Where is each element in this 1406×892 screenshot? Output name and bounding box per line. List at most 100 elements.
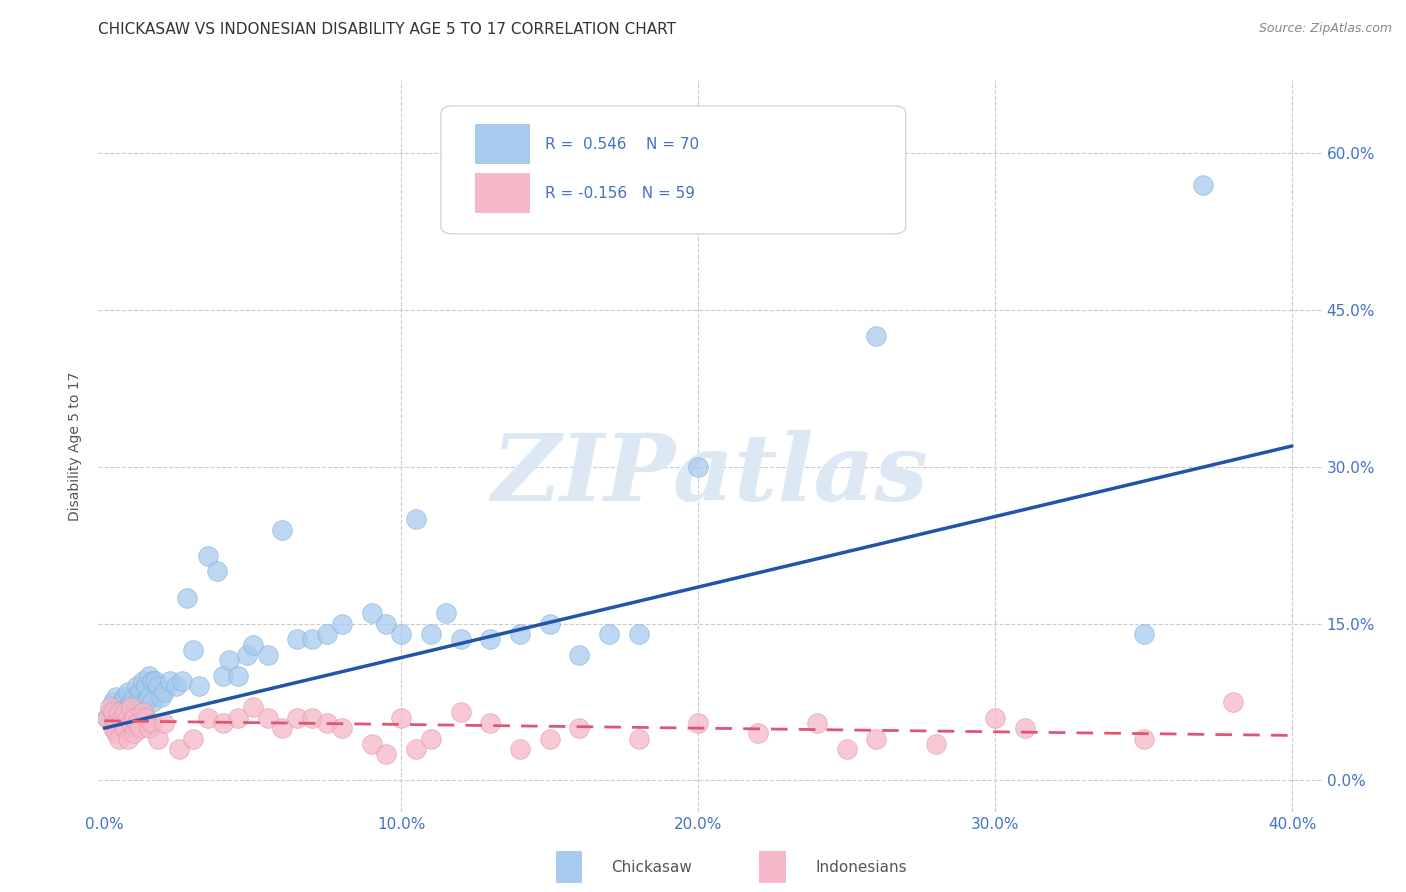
Point [108, 731, 131, 746]
Point [389, 627, 412, 641]
Point [138, 690, 160, 704]
Point [111, 711, 134, 725]
Point [420, 731, 443, 746]
Point [330, 616, 353, 631]
Text: Source: ZipAtlas.com: Source: ZipAtlas.com [1258, 22, 1392, 36]
Point [568, 721, 591, 735]
Y-axis label: Disability Age 5 to 17: Disability Age 5 to 17 [69, 371, 83, 521]
Point [129, 700, 152, 714]
Point [509, 742, 531, 756]
Point [197, 711, 219, 725]
Point [146, 679, 169, 693]
Point [96, 711, 118, 725]
Point [117, 731, 139, 746]
Point [450, 632, 472, 647]
Point [627, 731, 650, 746]
Point [450, 706, 472, 720]
Point [105, 715, 128, 730]
Point [103, 695, 125, 709]
Point [129, 721, 152, 735]
Point [316, 627, 339, 641]
Point [125, 679, 148, 693]
Text: Indonesians: Indonesians [815, 860, 907, 874]
Point [538, 731, 561, 746]
Point [688, 715, 710, 730]
Point [111, 711, 134, 725]
Point [176, 591, 198, 605]
Point [865, 329, 887, 343]
Point [1014, 721, 1036, 735]
Point [1192, 178, 1215, 192]
Point [509, 627, 531, 641]
Point [479, 632, 502, 647]
Point [143, 674, 166, 689]
Point [117, 700, 139, 714]
Point [125, 695, 148, 709]
Point [103, 706, 125, 720]
Point [330, 721, 353, 735]
Point [271, 523, 294, 537]
Point [98, 706, 121, 720]
FancyBboxPatch shape [441, 106, 905, 234]
Point [103, 721, 125, 735]
Point [256, 648, 278, 662]
Point [197, 549, 219, 563]
Point [141, 695, 163, 709]
Point [122, 700, 145, 714]
Point [165, 679, 187, 693]
Point [117, 711, 139, 725]
Point [141, 674, 163, 689]
Point [114, 706, 136, 720]
Point [141, 715, 163, 730]
Point [146, 731, 169, 746]
Point [135, 711, 157, 725]
Point [132, 706, 155, 720]
Point [149, 690, 172, 704]
Point [924, 737, 946, 751]
Point [835, 742, 858, 756]
Point [375, 747, 398, 762]
Text: CHICKASAW VS INDONESIAN DISABILITY AGE 5 TO 17 CORRELATION CHART: CHICKASAW VS INDONESIAN DISABILITY AGE 5… [98, 22, 676, 37]
Point [285, 632, 308, 647]
Point [96, 711, 118, 725]
Point [132, 674, 155, 689]
Point [271, 721, 294, 735]
Point [806, 715, 828, 730]
Point [167, 742, 190, 756]
Point [129, 684, 152, 698]
Point [236, 648, 259, 662]
Point [688, 459, 710, 474]
Point [316, 715, 339, 730]
Point [479, 715, 502, 730]
Point [301, 711, 323, 725]
Point [120, 695, 142, 709]
Text: ZIPatlas: ZIPatlas [492, 430, 928, 520]
Point [1132, 731, 1154, 746]
Point [285, 711, 308, 725]
Point [117, 684, 139, 698]
Point [114, 706, 136, 720]
Point [105, 690, 128, 704]
Point [108, 706, 131, 720]
Point [183, 731, 205, 746]
Point [218, 653, 240, 667]
Point [152, 715, 174, 730]
Text: R =  0.546    N = 70: R = 0.546 N = 70 [546, 137, 699, 153]
Point [1132, 627, 1154, 641]
Point [984, 711, 1007, 725]
Point [212, 669, 235, 683]
Point [138, 669, 160, 683]
Point [111, 695, 134, 709]
Point [111, 715, 134, 730]
Point [135, 679, 157, 693]
Point [105, 726, 128, 740]
Point [360, 737, 382, 751]
Point [405, 512, 427, 526]
Point [183, 642, 205, 657]
Point [105, 711, 128, 725]
Point [598, 627, 620, 641]
Point [242, 700, 264, 714]
Point [170, 674, 193, 689]
Point [568, 648, 591, 662]
Point [122, 711, 145, 725]
